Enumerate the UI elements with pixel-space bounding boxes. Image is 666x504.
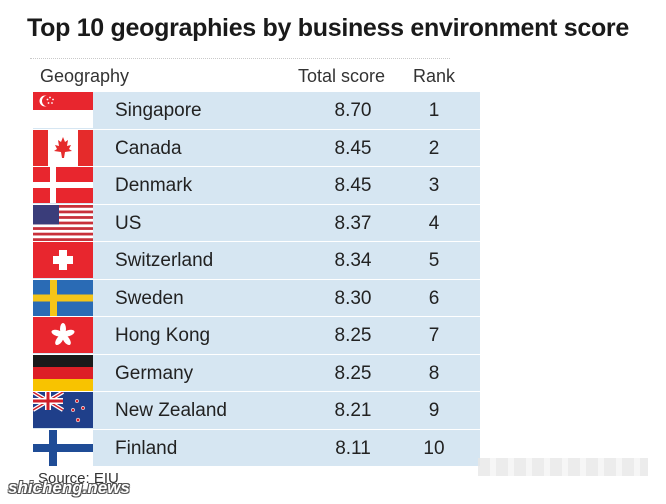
sweden-flag-icon (33, 279, 93, 316)
canada-flag-icon (33, 129, 93, 166)
rank: 8 (428, 362, 440, 384)
geography-name: Sweden (115, 287, 184, 309)
rank: 9 (428, 400, 440, 421)
column-header-geography: Geography (40, 66, 130, 86)
total-score: 8.70 (334, 100, 372, 121)
rank: 4 (428, 212, 440, 234)
singapore-flag-icon (33, 92, 93, 128)
watermark: shicheng.news (8, 478, 130, 497)
total-score: 8.11 (335, 437, 371, 459)
geography-name: Denmark (115, 175, 193, 196)
geography-name: Canada (115, 137, 182, 159)
geography-name: Germany (115, 362, 194, 384)
rank: 5 (428, 250, 440, 271)
blurred-overlay (478, 458, 648, 476)
germany-flag-icon (33, 354, 93, 391)
geography-name: Switzerland (115, 250, 214, 271)
rank: 10 (423, 437, 445, 459)
table-row: Switzerland 8.34 5 (33, 242, 480, 280)
table-row: Sweden 8.30 6 (33, 279, 480, 317)
table-row: Singapore 8.70 1 (33, 92, 480, 130)
divider (30, 58, 450, 60)
rank: 2 (428, 137, 440, 159)
rank: 1 (428, 100, 440, 121)
table-row: Hong Kong 8.25 7 (33, 317, 480, 355)
total-score: 8.25 (334, 362, 372, 384)
geography-name: US (115, 212, 142, 234)
total-score: 8.45 (334, 175, 372, 196)
finland-flag-icon (33, 429, 93, 466)
geography-name: New Zealand (115, 400, 227, 421)
total-score: 8.25 (334, 325, 372, 346)
table-row: Canada 8.45 2 (33, 129, 480, 167)
rank: 7 (428, 325, 440, 346)
hong-kong-flag-icon (33, 317, 93, 353)
table-row: US 8.37 4 (33, 204, 480, 242)
column-header-rank: Rank (413, 66, 456, 86)
source-note: Source: EIU (38, 470, 119, 487)
total-score: 8.34 (334, 250, 372, 271)
geography-name: Finland (115, 437, 178, 459)
total-score: 8.30 (334, 287, 372, 309)
total-score: 8.37 (334, 212, 372, 234)
new-zealand-flag-icon (33, 392, 93, 428)
rank: 3 (428, 175, 440, 196)
table-row: Germany 8.25 8 (33, 354, 480, 392)
table-row: Denmark 8.45 3 (33, 167, 480, 205)
denmark-flag-icon (33, 167, 93, 203)
total-score: 8.45 (334, 137, 372, 159)
rank: 6 (428, 287, 440, 309)
table-row: Finland 8.11 10 (33, 429, 480, 467)
switzerland-flag-icon (33, 242, 93, 278)
page-title: Top 10 geographies by business environme… (27, 14, 629, 42)
geography-name: Singapore (115, 100, 202, 121)
total-score: 8.21 (334, 400, 372, 421)
geography-name: Hong Kong (115, 325, 211, 346)
ranking-table: Singapore 8.70 1 Canada 8.45 2 Denmark 8… (33, 92, 480, 467)
table-row: New Zealand 8.21 9 (33, 392, 480, 430)
column-header-score: Total score (298, 66, 386, 86)
us-flag-icon (33, 204, 93, 241)
